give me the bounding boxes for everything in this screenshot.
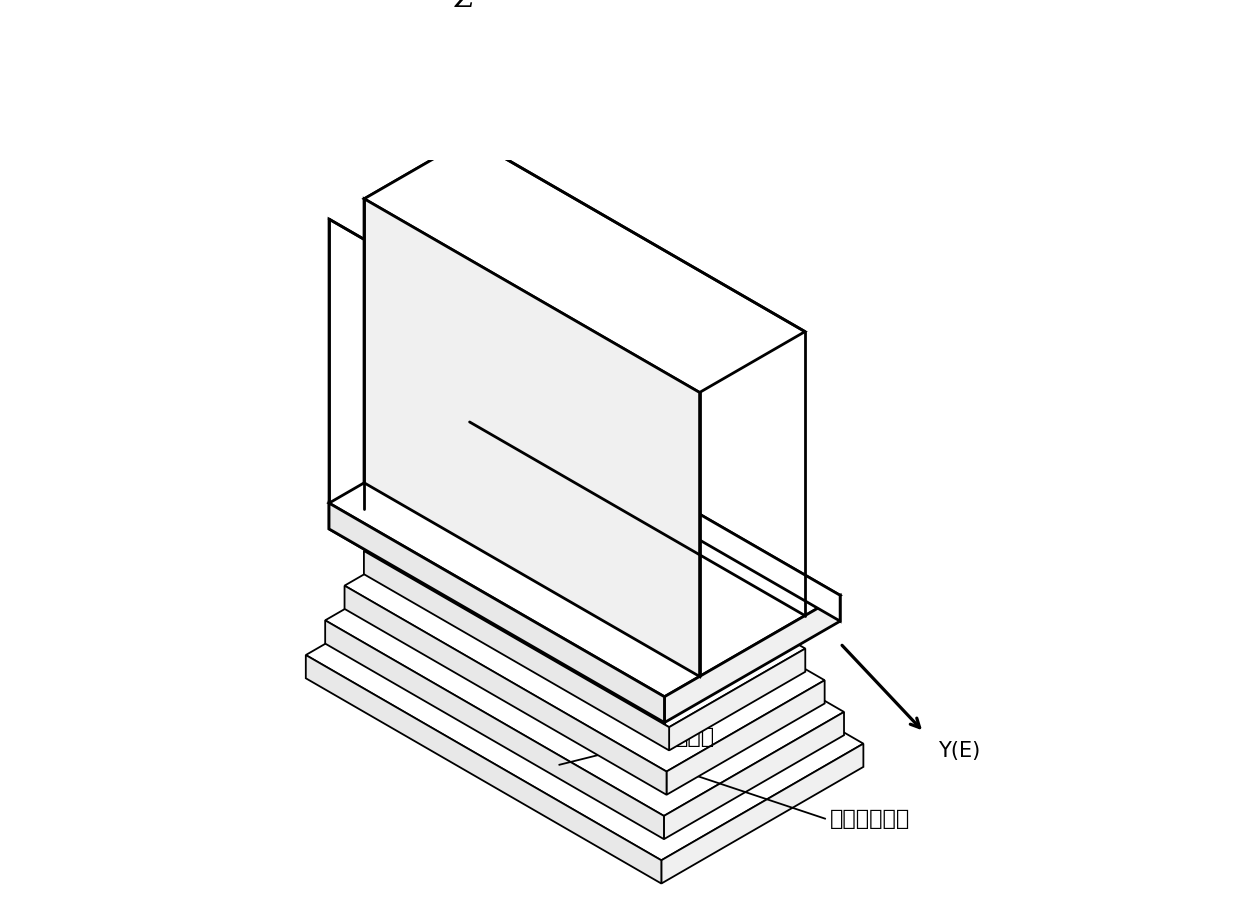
Text: Y(E): Y(E)	[937, 742, 980, 762]
Text: K₁: K₁	[513, 372, 544, 399]
Polygon shape	[325, 620, 663, 839]
Text: K₂: K₂	[544, 603, 577, 630]
Polygon shape	[670, 649, 805, 751]
Text: X(S): X(S)	[548, 383, 593, 403]
Text: 支架面板框架: 支架面板框架	[830, 809, 910, 829]
Polygon shape	[325, 516, 844, 816]
Polygon shape	[365, 138, 805, 392]
Polygon shape	[329, 503, 665, 722]
Polygon shape	[363, 472, 805, 727]
Polygon shape	[365, 199, 699, 676]
Polygon shape	[365, 138, 470, 482]
Text: 光线: 光线	[370, 259, 398, 283]
Polygon shape	[661, 743, 863, 883]
Polygon shape	[306, 655, 661, 883]
Polygon shape	[363, 551, 670, 751]
Polygon shape	[345, 585, 667, 795]
Polygon shape	[345, 494, 825, 772]
Polygon shape	[505, 402, 841, 621]
Text: Z: Z	[455, 0, 474, 13]
Polygon shape	[665, 596, 841, 722]
Polygon shape	[306, 539, 863, 860]
Polygon shape	[663, 712, 844, 839]
Polygon shape	[667, 680, 825, 795]
Text: 反射器: 反射器	[675, 727, 714, 747]
Polygon shape	[329, 402, 841, 697]
Polygon shape	[329, 219, 665, 722]
